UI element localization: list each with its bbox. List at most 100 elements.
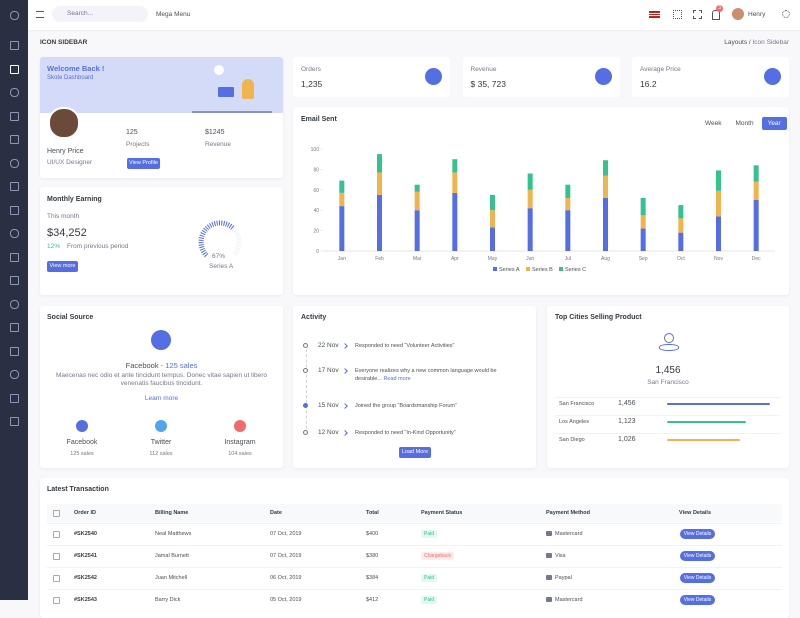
- view-profile-button[interactable]: View Profile: [127, 158, 160, 169]
- checkbox[interactable]: [53, 510, 60, 517]
- bar-segment: [603, 175, 608, 198]
- bar-segment: [753, 181, 759, 200]
- mega-menu[interactable]: Mega Menu: [156, 11, 191, 18]
- bar-segment: [490, 194, 495, 211]
- user-avatar[interactable]: [732, 8, 744, 20]
- gauge: [198, 220, 242, 258]
- checkbox[interactable]: [53, 553, 60, 560]
- sidebar-icon[interactable]: [10, 323, 19, 332]
- cell-name: Jamal Burnett: [155, 553, 189, 559]
- x-tick-label: Sep: [639, 256, 648, 262]
- sidebar-icon[interactable]: [10, 417, 19, 426]
- transactions-card: Latest Transaction Order ID Billing Name D…: [40, 478, 789, 618]
- y-tick-label: 100: [311, 147, 320, 153]
- view-details-button[interactable]: View Details: [680, 551, 715, 561]
- welcome-subtitle: Skote Dashboard: [47, 75, 94, 81]
- social-name: Twitter: [150, 439, 172, 446]
- social-source-card: Social Source Facebook - 125 sales Maece…: [40, 306, 283, 468]
- table-header: [47, 504, 782, 522]
- view-details-button[interactable]: View Details: [680, 529, 715, 539]
- cell-total: $412: [366, 597, 379, 603]
- city-value: 1,123: [618, 418, 636, 425]
- learn-more-link[interactable]: Learn more: [144, 395, 179, 402]
- bar-segment: [678, 205, 684, 219]
- bar-segment: [640, 215, 646, 229]
- x-tick-label: Aug: [601, 256, 610, 262]
- sidebar-icon[interactable]: [10, 276, 19, 285]
- projects-count: 125: [126, 129, 138, 136]
- sidebar-icon[interactable]: [10, 346, 19, 356]
- y-tick-label: 20: [313, 229, 319, 235]
- read-more-link[interactable]: Read more: [383, 376, 411, 382]
- sidebar-icon[interactable]: [10, 111, 19, 121]
- stat-label: Average Price: [640, 66, 681, 73]
- checkbox[interactable]: [53, 597, 60, 604]
- sidebar-icon[interactable]: [10, 205, 19, 215]
- x-tick-label: Dec: [752, 256, 761, 262]
- apps-icon[interactable]: [673, 10, 682, 19]
- legend-swatch: [559, 267, 563, 271]
- breadcrumb-item[interactable]: Layouts: [724, 39, 748, 46]
- cell-id: #SK2542: [74, 575, 97, 581]
- user-name[interactable]: Henry: [748, 11, 766, 18]
- view-details-button[interactable]: View Details: [680, 595, 715, 605]
- revenue-amount: $1245: [205, 129, 225, 136]
- welcome-title: Welcome Back !: [47, 64, 105, 73]
- period-tab[interactable]: Month: [735, 120, 754, 127]
- cell-method: Paypal: [555, 575, 572, 581]
- breadcrumb: Layouts / Icon Sidebar: [724, 39, 789, 46]
- status-badge: Paid: [421, 596, 438, 604]
- flag[interactable]: [649, 11, 660, 18]
- bar-segment: [640, 228, 646, 251]
- timeline-line: [306, 344, 307, 434]
- bar-segment: [678, 232, 684, 251]
- checkbox[interactable]: [53, 575, 60, 582]
- sidebar-icon[interactable]: [10, 88, 19, 97]
- period-tab[interactable]: Year: [761, 117, 787, 130]
- timeline-dot: [303, 343, 308, 348]
- sidebar-icon[interactable]: [10, 370, 19, 379]
- bar-segment: [490, 227, 495, 251]
- menu-button[interactable]: [36, 11, 44, 18]
- row-divider: [47, 589, 782, 590]
- search-box[interactable]: [52, 6, 148, 22]
- bar-segment: [716, 170, 721, 191]
- settings-icon[interactable]: [782, 10, 790, 18]
- sidebar-icon[interactable]: [10, 393, 19, 403]
- cell-date: 06 Oct, 2019: [270, 575, 302, 581]
- y-tick-label: 80: [313, 167, 319, 173]
- card-title: Activity: [301, 314, 327, 321]
- x-tick-label: Apr: [451, 256, 459, 262]
- stat-card: Average Price 16.2: [632, 57, 789, 97]
- bar-segment: [753, 200, 759, 251]
- sidebar-icon[interactable]: [10, 229, 19, 238]
- view-details-button[interactable]: View Details: [680, 573, 715, 583]
- bar-segment: [339, 180, 345, 193]
- column-header: Payment Method: [546, 510, 591, 516]
- activity-arrow: [342, 403, 348, 409]
- sidebar-icon[interactable]: [10, 252, 19, 262]
- sidebar-icon[interactable]: [10, 299, 19, 309]
- sidebar-icon[interactable]: [10, 64, 19, 74]
- sidebar-icon[interactable]: [10, 41, 19, 50]
- fullscreen-icon[interactable]: [693, 10, 702, 19]
- stat-icon: [425, 68, 442, 85]
- checkbox[interactable]: [53, 531, 60, 538]
- activity-date: 15 Nov: [318, 402, 339, 409]
- cell-total: $384: [366, 575, 379, 581]
- cell-total: $380: [366, 553, 379, 559]
- top-cities-card: Top Cities Selling Product 1,456 San Fra…: [547, 306, 789, 468]
- load-more-button[interactable]: Load More: [399, 447, 431, 458]
- sidebar-icon[interactable]: [10, 11, 19, 20]
- sidebar-icon[interactable]: [10, 158, 19, 168]
- sidebar-icon[interactable]: [10, 135, 19, 144]
- pin-base: [659, 344, 679, 351]
- gauge-label: Series A: [209, 263, 234, 270]
- chart: 0 20 40 60 80 100 Jan Feb Mar Apr May Jun Jul Aug Sep O…: [311, 147, 775, 273]
- x-tick-label: Jun: [526, 256, 534, 262]
- x-tick-label: Oct: [677, 256, 685, 262]
- breadcrumb-item: Icon Sidebar: [752, 39, 790, 46]
- period-tab[interactable]: Week: [705, 120, 722, 127]
- sidebar-icon[interactable]: [10, 182, 19, 191]
- view-more-button[interactable]: View more: [47, 261, 78, 272]
